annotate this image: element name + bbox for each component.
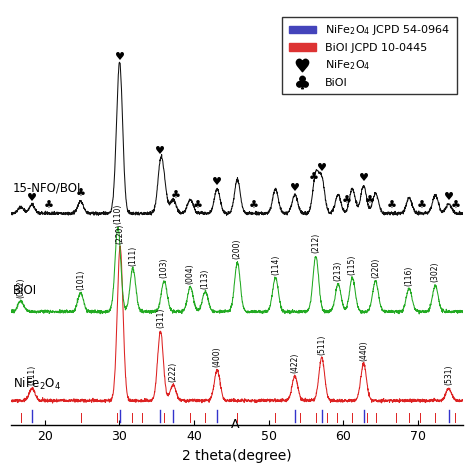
Text: (200): (200) <box>233 239 242 259</box>
Text: ♥: ♥ <box>290 182 300 192</box>
Text: ♣: ♣ <box>450 201 460 210</box>
Text: ♣: ♣ <box>342 196 352 207</box>
Text: (302): (302) <box>431 262 440 283</box>
Text: ♥: ♥ <box>358 173 369 183</box>
Text: (115): (115) <box>348 255 357 275</box>
Text: (004): (004) <box>186 264 195 284</box>
Text: 15-NFO/BOI: 15-NFO/BOI <box>13 181 81 194</box>
Text: ♣: ♣ <box>309 173 319 182</box>
Text: (422): (422) <box>291 353 300 373</box>
Text: ♣: ♣ <box>365 196 374 206</box>
Text: (002): (002) <box>16 277 25 298</box>
X-axis label: 2 theta(degree): 2 theta(degree) <box>182 449 292 463</box>
Text: ♣: ♣ <box>75 189 86 199</box>
Text: A: A <box>231 418 239 431</box>
Text: ♣: ♣ <box>170 191 181 201</box>
Text: ♥: ♥ <box>444 192 454 202</box>
Text: (101): (101) <box>76 270 85 290</box>
Text: (511): (511) <box>317 334 326 355</box>
Text: (116): (116) <box>405 265 414 285</box>
Text: ♣: ♣ <box>249 201 259 211</box>
Text: ♣: ♣ <box>193 201 203 210</box>
Legend: NiFe$_2$O$_4$ JCPD 54-0964, BiOI JCPD 10-0445, NiFe$_2$O$_4$, BiOI: NiFe$_2$O$_4$ JCPD 54-0964, BiOI JCPD 10… <box>282 17 457 94</box>
Text: (220): (220) <box>371 257 380 278</box>
Text: (222): (222) <box>169 362 178 382</box>
Text: (113): (113) <box>201 268 210 289</box>
Text: (111): (111) <box>128 246 137 265</box>
Text: ♥: ♥ <box>115 52 125 62</box>
Text: (531): (531) <box>444 365 453 385</box>
Text: (114): (114) <box>271 255 280 275</box>
Text: (110): (110) <box>113 204 122 224</box>
Text: ♥: ♥ <box>27 192 37 203</box>
Text: (103): (103) <box>160 257 169 278</box>
Text: NiFe$_2$O$_4$: NiFe$_2$O$_4$ <box>13 376 61 392</box>
Text: ♣: ♣ <box>44 201 54 211</box>
Text: ♥: ♥ <box>212 176 222 187</box>
Text: (220): (220) <box>116 224 125 244</box>
Text: BiOI: BiOI <box>13 284 36 297</box>
Text: (213): (213) <box>334 261 343 281</box>
Text: (212): (212) <box>311 233 320 253</box>
Text: ♥: ♥ <box>317 163 327 173</box>
Text: (311): (311) <box>156 308 165 328</box>
Text: (111): (111) <box>27 365 36 385</box>
Text: ♣: ♣ <box>417 201 427 211</box>
Text: (400): (400) <box>213 346 222 367</box>
Text: (440): (440) <box>359 340 368 361</box>
Text: ♣: ♣ <box>387 201 397 211</box>
Text: ♥: ♥ <box>155 146 165 156</box>
